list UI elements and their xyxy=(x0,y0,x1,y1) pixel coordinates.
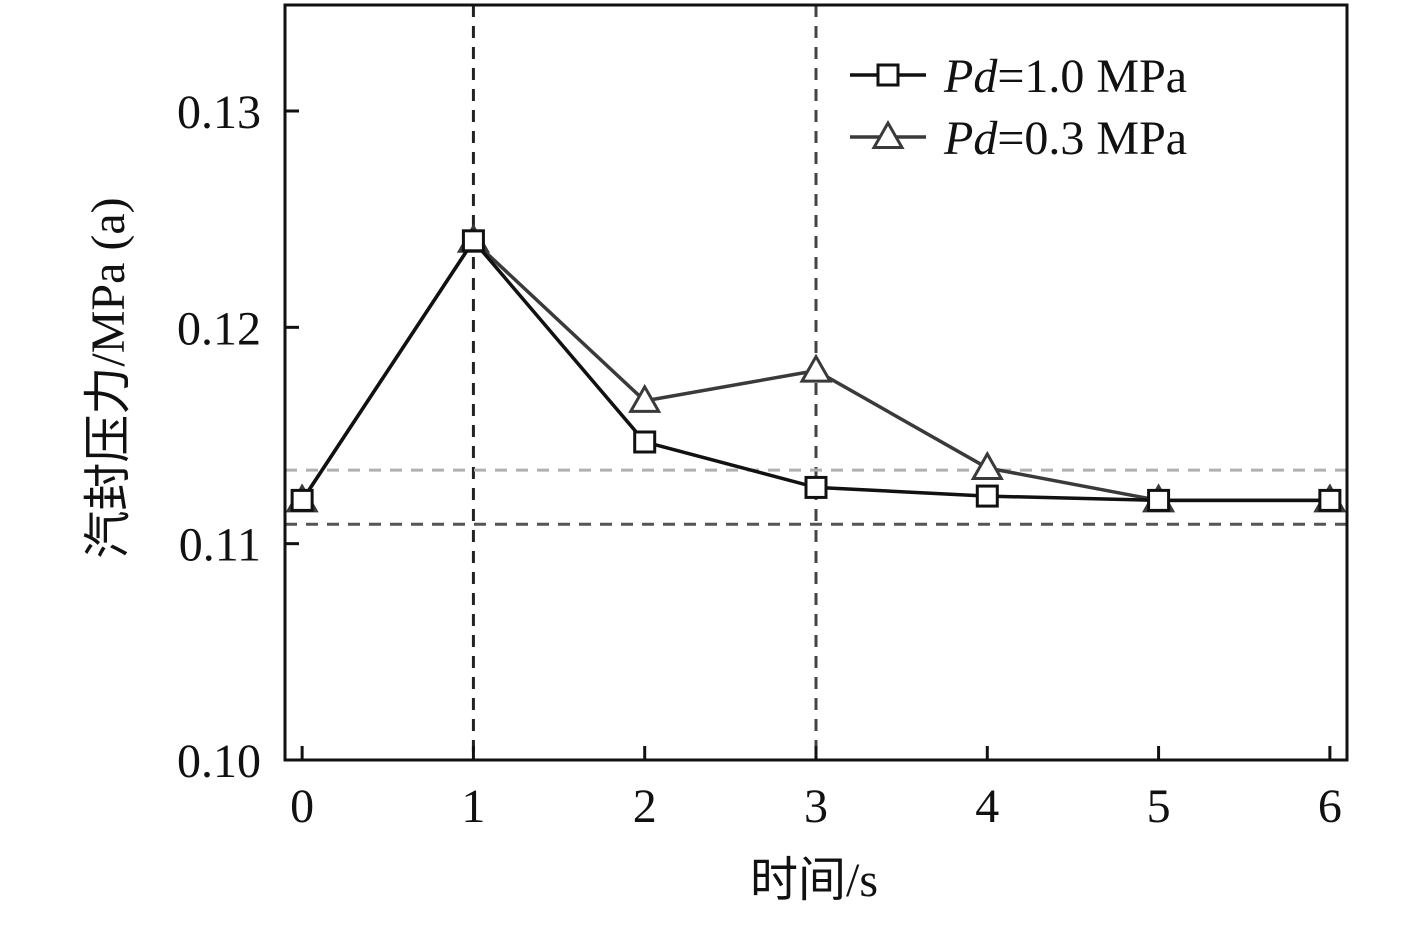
series-1 xyxy=(290,229,1342,512)
series-layer xyxy=(285,223,1347,513)
legend-item-2: Pd=0.3 MPa xyxy=(850,112,1187,165)
legend-square-marker xyxy=(876,63,900,87)
data-point-triangle xyxy=(628,383,662,413)
data-point-square xyxy=(975,484,999,508)
legend-label-value: =0.3 MPa xyxy=(997,112,1187,165)
x-tick-label: 4 xyxy=(975,780,999,833)
y-tick-label: 0.12 xyxy=(177,302,261,355)
data-point-square xyxy=(461,229,485,253)
reference-lines xyxy=(285,5,1347,760)
x-tick-label: 1 xyxy=(461,780,485,833)
x-tick-label: 0 xyxy=(290,780,314,833)
axis-ticks: 0 1 2 3 4 5 6 0.10 0.11 0.12 0.13 xyxy=(177,86,1342,833)
y-tick-label: 0.10 xyxy=(177,735,261,788)
legend-triangle-marker xyxy=(871,119,905,149)
legend-item-1: Pd=1.0 MPa xyxy=(850,50,1187,103)
x-tick-label: 5 xyxy=(1147,780,1171,833)
x-tick-label: 6 xyxy=(1318,780,1342,833)
legend-label-value: =1.0 MPa xyxy=(997,50,1187,103)
x-tick-label: 3 xyxy=(804,780,828,833)
legend-label: Pd=0.3 MPa xyxy=(943,112,1187,165)
legend-label-variable: Pd xyxy=(943,112,998,165)
y-axis-title: 汽封压力/MPa (a) xyxy=(82,197,135,558)
x-axis-title: 时间/s xyxy=(750,854,878,907)
y-tick-label: 0.11 xyxy=(179,519,261,572)
data-point-square xyxy=(1318,488,1342,512)
data-point-square xyxy=(804,475,828,499)
data-point-triangle xyxy=(799,353,833,383)
data-point-square xyxy=(1147,488,1171,512)
y-tick-label: 0.13 xyxy=(177,86,261,139)
data-point-triangle xyxy=(970,450,1004,480)
x-tick-label: 2 xyxy=(633,780,657,833)
legend-label-variable: Pd xyxy=(943,50,998,103)
legend-label: Pd=1.0 MPa xyxy=(943,50,1187,103)
data-point-square xyxy=(633,430,657,454)
data-point-square xyxy=(290,488,314,512)
